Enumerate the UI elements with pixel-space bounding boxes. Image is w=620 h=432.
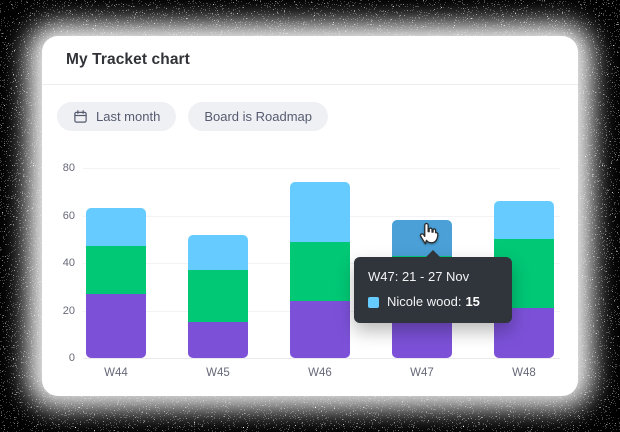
bar-segment-W48-2[interactable] (494, 201, 554, 240)
tooltip-series-label: Nicole wood: (387, 294, 462, 309)
tooltip-series-row: Nicole wood: 15 (368, 293, 498, 311)
header-divider (42, 84, 578, 85)
bar-segment-W44-2[interactable] (86, 208, 146, 247)
x-axis-tick-label: W45 (206, 367, 230, 379)
x-axis-tick-label: W47 (410, 367, 434, 379)
gridline-y-0 (83, 358, 560, 359)
bar-segment-W44-0[interactable] (86, 293, 146, 358)
filter-chip-board[interactable]: Board is Roadmap (188, 102, 328, 131)
x-axis-tick-label: W48 (512, 367, 536, 379)
y-axis-tick-label: 60 (62, 209, 75, 222)
tooltip-title: W47: 21 - 27 Nov (368, 269, 470, 284)
y-axis-tick-label: 80 (62, 162, 75, 174)
bar-segment-W46-0[interactable] (290, 301, 350, 358)
filter-chips: Last month Board is Roadmap (57, 102, 328, 131)
x-axis-tick-label: W44 (104, 367, 128, 379)
x-axis-tick-label: W46 (308, 367, 332, 379)
y-axis-tick-label: 20 (62, 304, 75, 317)
bar-segment-W47-2[interactable] (392, 220, 452, 256)
bar-segment-W45-1[interactable] (188, 270, 248, 323)
bar-W45[interactable] (188, 234, 248, 358)
chart-widget-card: My Tracket chart Last month Board is Roa… (42, 36, 578, 396)
bar-segment-W45-2[interactable] (188, 234, 248, 271)
bar-segment-W45-0[interactable] (188, 322, 248, 358)
stacked-bar-chart: 0 20 40 60 80 W44 W45 W46 W47 W48 (42, 36, 578, 396)
page-title: My Tracket chart (66, 51, 190, 68)
bar-W44[interactable] (86, 208, 146, 358)
filter-chip-label: Last month (96, 109, 161, 124)
bar-segment-W44-1[interactable] (86, 246, 146, 294)
bar-segment-W46-1[interactable] (290, 241, 350, 301)
filter-chip-label: Board is Roadmap (204, 109, 312, 124)
tooltip-series-value: 15 (465, 294, 480, 309)
calendar-icon (73, 109, 88, 124)
bar-W46[interactable] (290, 182, 350, 358)
bar-segment-W46-2[interactable] (290, 182, 350, 242)
tooltip-arrow (425, 250, 441, 258)
y-axis-tick-label: 40 (62, 257, 75, 269)
chart-tooltip: W47: 21 - 27 Nov Nicole wood: 15 (354, 250, 512, 323)
card-header: My Tracket chart (42, 36, 578, 85)
filter-chip-last-month[interactable]: Last month (57, 102, 177, 131)
gridline-y-80 (83, 168, 560, 169)
series-color-swatch (368, 296, 379, 308)
y-axis-tick-label: 0 (68, 352, 75, 364)
